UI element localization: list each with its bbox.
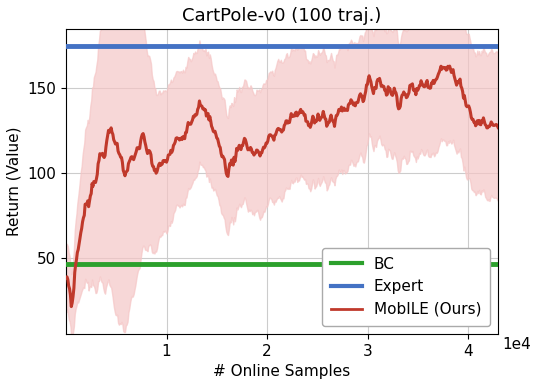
- Title: CartPole-v0 (100 traj.): CartPole-v0 (100 traj.): [182, 7, 382, 25]
- X-axis label: # Online Samples: # Online Samples: [214, 364, 351, 379]
- Legend: BC, Expert, MobILE (Ours): BC, Expert, MobILE (Ours): [322, 247, 491, 326]
- Text: 1e4: 1e4: [502, 337, 531, 352]
- Y-axis label: Return (Value): Return (Value): [7, 127, 22, 236]
